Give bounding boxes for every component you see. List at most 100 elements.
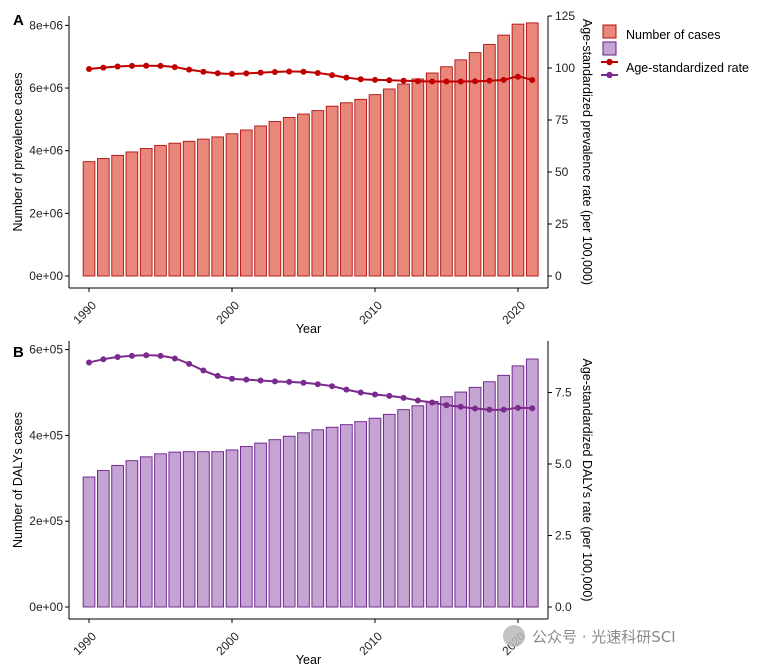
rate-point-2013 (414, 397, 421, 404)
bar-2003 (268, 439, 282, 608)
rate-point-2011 (386, 77, 393, 84)
bar-2016 (454, 391, 468, 608)
left-tick-label: 0e+00 (29, 600, 63, 614)
rate-point-1994 (143, 62, 150, 69)
rate-point-1999 (214, 70, 221, 77)
bar-2015 (440, 396, 453, 608)
x-tick-label: 1990 (70, 298, 99, 327)
rate-point-1991 (100, 64, 107, 71)
rate-point-2014 (429, 78, 436, 85)
right-tick-label: 0 (555, 269, 562, 283)
rate-point-2016 (457, 403, 464, 410)
bar-1997 (182, 451, 196, 608)
legend-key-bars-a (602, 24, 617, 39)
bar-1993 (125, 151, 139, 277)
rate-point-2013 (414, 78, 421, 85)
legend: Number of cases Age-standardized rate (601, 24, 749, 79)
rate-point-1996 (171, 355, 178, 362)
bar-1998 (197, 138, 210, 277)
x-tick-label: 2010 (356, 629, 385, 658)
rate-point-2006 (314, 381, 321, 388)
right-tick-label: 50 (555, 165, 569, 179)
right-tick-label: 25 (555, 217, 569, 231)
rate-point-2002 (257, 69, 264, 76)
bar-2008 (340, 102, 353, 277)
bar-1995 (154, 453, 167, 608)
rate-point-2020 (514, 404, 521, 411)
bar-1997 (182, 140, 196, 277)
left-tick-label: 2e+05 (29, 514, 63, 528)
left-tick-label: 6e+05 (29, 343, 63, 357)
left-tick-label: 6e+06 (29, 81, 63, 95)
rate-point-1993 (128, 352, 135, 359)
right-tick-label: 7.5 (555, 385, 572, 399)
left-axis-title: Number of prevalence cases (11, 72, 25, 231)
legend-key-point-a (606, 58, 613, 66)
bar-2020 (511, 23, 525, 277)
bar-2021 (525, 22, 539, 277)
legend-key-bars-b (602, 41, 617, 56)
panel-b: B 0e+00 2e+05 4e+05 6e+05 0.0 2.5 5.0 7.5 1990 200… (11, 341, 594, 667)
bar-2012 (397, 409, 410, 608)
bar-2020 (511, 365, 525, 608)
bar-2010 (368, 417, 382, 608)
rate-point-2012 (400, 394, 407, 401)
rate-point-1997 (186, 66, 193, 73)
rate-point-2018 (486, 77, 493, 84)
rate-point-2004 (286, 68, 293, 75)
rate-point-2021 (529, 77, 536, 84)
bar-2018 (483, 44, 496, 277)
x-axis-title: Year (296, 653, 321, 667)
left-tick-label: 2e+06 (29, 206, 63, 220)
bar-2012 (397, 83, 410, 277)
bar-2002 (254, 442, 267, 608)
rate-point-1998 (200, 367, 207, 374)
bar-2017 (468, 52, 482, 277)
rate-point-1998 (200, 68, 207, 75)
rate-point-2016 (457, 78, 464, 85)
bar-1991 (96, 158, 110, 277)
bar-2018 (483, 381, 496, 608)
right-tick-label: 0.0 (555, 600, 572, 614)
rate-point-2001 (243, 376, 250, 383)
bar-2021 (525, 358, 539, 608)
bar-2009 (354, 98, 367, 277)
x-tick-label: 2000 (213, 298, 242, 327)
bar-2013 (411, 78, 425, 277)
bar-2007 (325, 105, 339, 277)
bar-2009 (354, 421, 367, 608)
rate-point-2019 (500, 406, 507, 413)
x-tick-label: 2020 (499, 298, 528, 327)
right-tick-label: 100 (555, 61, 575, 75)
rate-point-2015 (443, 78, 450, 85)
rate-point-2002 (257, 377, 264, 384)
x-axis-title: Year (296, 322, 321, 336)
watermark-badge-icon (503, 625, 525, 647)
rate-point-2020 (514, 73, 521, 80)
bar-2002 (254, 125, 267, 277)
bar-series (82, 358, 539, 608)
bar-2000 (225, 133, 239, 277)
rate-point-1992 (114, 63, 121, 70)
bar-2005 (297, 432, 310, 608)
x-tick-label: 2000 (213, 629, 242, 658)
bar-2014 (425, 401, 439, 608)
rate-point-1997 (186, 360, 193, 367)
rate-point-2014 (429, 399, 436, 406)
watermark-text: 公众号 · 光速科研SCI (532, 628, 676, 646)
bar-1994 (139, 148, 153, 277)
left-axis-title: Number of DALYs cases (11, 412, 25, 548)
rate-point-2001 (243, 70, 250, 77)
rate-point-2015 (443, 402, 450, 409)
rate-point-2000 (229, 375, 235, 382)
panel-a: A 0e+00 2e+06 4e+06 6e+06 8e+06 0 25 50 75 100 125 1… (11, 9, 594, 336)
bar-2008 (340, 424, 353, 608)
bar-2006 (311, 110, 325, 277)
bar-2006 (311, 429, 325, 608)
bar-1998 (197, 451, 210, 608)
rate-point-2009 (357, 76, 364, 83)
rate-point-1993 (128, 62, 135, 69)
bar-2000 (225, 449, 239, 608)
legend-label-rate: Age-standardized rate (626, 61, 749, 75)
rate-point-2005 (300, 379, 307, 386)
